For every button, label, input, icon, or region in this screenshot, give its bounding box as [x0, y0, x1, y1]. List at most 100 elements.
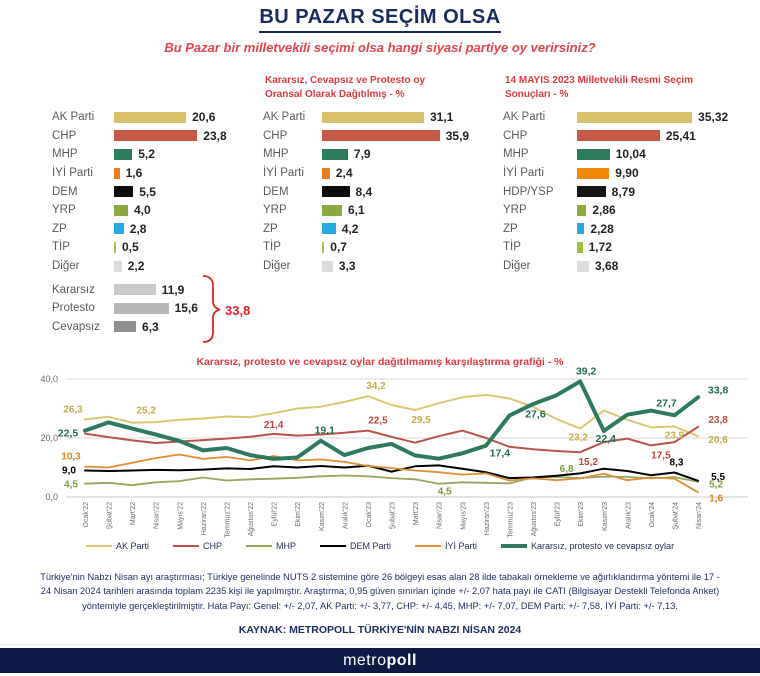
bar-row: Diğer 3,68 — [503, 257, 728, 276]
x-tick-label: Temmuz'23 — [507, 502, 514, 538]
bar — [114, 186, 134, 198]
bar-value: 2,86 — [592, 203, 616, 218]
bar-label: TİP — [263, 241, 281, 254]
bar — [114, 302, 169, 314]
trend-line-mhp — [84, 474, 699, 487]
x-tick-label: Mart'23 — [413, 502, 420, 525]
bar-row: Protesto 15,6 — [52, 299, 227, 318]
undecided-bracket: 33,8 — [202, 275, 250, 343]
bar-value: 1,6 — [125, 166, 143, 181]
bar-row: AK Parti 20,6 — [52, 108, 227, 127]
x-tick-label: Temmuz'22 — [224, 502, 231, 538]
data-point-label: 34,2 — [366, 381, 386, 392]
bar — [114, 260, 122, 272]
legend-label: DEM Parti — [349, 541, 391, 551]
data-point-label: 5,5 — [711, 472, 725, 483]
bar-row: MHP 7,9 — [263, 145, 469, 164]
data-point-label: 15,2 — [578, 457, 598, 468]
data-point-label: 19,1 — [315, 425, 336, 437]
legend-swatch — [319, 545, 346, 547]
bar-label: ZP — [52, 222, 67, 235]
data-point-label: 27,6 — [525, 409, 546, 421]
data-point-label: 23,2 — [568, 433, 588, 444]
logo-poll: poll — [386, 651, 417, 669]
undecided-total: 33,8 — [225, 303, 250, 318]
data-point-label: 23,9 — [665, 430, 685, 441]
x-tick-label: Nisan'23 — [437, 502, 444, 529]
bar-value: 1,72 — [588, 240, 612, 255]
data-point-label: 22,5 — [58, 428, 79, 440]
bar-row: TİP 1,72 — [503, 238, 728, 257]
bar-value: 5,2 — [138, 147, 155, 162]
bar — [114, 223, 124, 235]
methodology-note: Türkiye'nin Nabzı Nisan ayı araştırması;… — [40, 572, 720, 611]
bar — [577, 148, 610, 160]
bar-row: ZP 2,8 — [52, 220, 227, 239]
bar-row: Cevapsız 6,3 — [52, 318, 227, 337]
bar-value: 31,1 — [430, 110, 454, 125]
y-tick-label: 40,0 — [40, 374, 58, 384]
bar-value: 35,32 — [698, 110, 729, 125]
data-point-label: 10,3 — [61, 452, 81, 463]
bar-value: 9,90 — [615, 166, 639, 181]
bar — [577, 204, 587, 216]
distributed-column-header: Kararsız, Cevapsız ve Protesto oy Oransa… — [265, 75, 426, 100]
bar-row: TİP 0,5 — [52, 238, 227, 257]
bar — [114, 167, 120, 179]
bar-value: 5,5 — [139, 184, 156, 199]
bar-label: CHP — [503, 129, 528, 142]
bar-row: Diğer 3,3 — [263, 257, 469, 276]
x-tick-label: Ocak'22 — [83, 502, 90, 528]
bar-label: TİP — [52, 241, 70, 254]
bar-label: TİP — [503, 241, 521, 254]
data-point-label: 26,3 — [63, 404, 83, 415]
bar-label: Cevapsız — [52, 320, 100, 333]
bar-row: MHP 5,2 — [52, 145, 227, 164]
bar-row: CHP 35,9 — [263, 127, 469, 146]
data-point-label: 5,2 — [709, 480, 723, 491]
bar-label: MHP — [52, 148, 78, 161]
footer-divider — [0, 644, 760, 645]
bar — [322, 167, 330, 179]
x-tick-label: Eylül'23 — [555, 502, 562, 526]
bar — [322, 186, 350, 198]
bar-label: MHP — [503, 148, 529, 161]
x-tick-label: Haziran'22 — [201, 502, 208, 535]
data-point-label: 6,8 — [560, 464, 574, 475]
legend-label: AK Parti — [115, 541, 149, 551]
x-tick-label: Ocak'23 — [366, 502, 373, 528]
bar-label: Diğer — [503, 260, 531, 273]
trend-line-chart: 0,0 20,0 40,0 Ocak'22 Şubat'22 Mart'22 Nisan'2… — [40, 365, 748, 538]
bar-value: 8,79 — [611, 184, 635, 199]
bar-label: YRP — [263, 204, 287, 217]
bar-label: CHP — [52, 129, 77, 142]
bar-row: İYİ Parti 2,4 — [263, 164, 469, 183]
bar-row: ZP 2,28 — [503, 220, 728, 239]
data-point-label: 22,5 — [368, 416, 388, 427]
metropoll-logo: metropoll — [343, 652, 417, 670]
bar-row: HDP/YSP 8,79 — [503, 182, 728, 201]
bar-value: 11,9 — [161, 282, 185, 297]
data-point-label: 20,6 — [708, 435, 728, 446]
legend-item: CHP — [172, 541, 222, 551]
data-point-label: 27,7 — [656, 397, 677, 409]
x-tick-label: Mayıs'22 — [177, 502, 184, 530]
bar — [114, 204, 128, 216]
data-point-label: 33,8 — [708, 384, 729, 396]
page-title-text: BU PAZAR SEÇİM OLSA — [259, 6, 501, 33]
data-point-label: 8,3 — [670, 458, 684, 469]
metropoll-logo-bar: metropoll — [0, 648, 760, 673]
bar-label: AK Parti — [263, 111, 306, 124]
trend-line-dem-parti — [84, 464, 700, 482]
x-tick-label: Ağustos'23 — [531, 502, 538, 537]
bar-group-poll-raw: AK Parti 20,6 CHP 23,8 MHP 5,2 İYİ Parti 1,6 DEM… — [52, 108, 250, 343]
bar — [114, 241, 116, 253]
legend-label: CHP — [202, 541, 222, 551]
trend-legend: AK Parti CHP MHP DEM Parti İYİ Parti Kararsız… — [0, 541, 760, 551]
bar-value: 10,04 — [615, 147, 646, 162]
legend-swatch — [245, 545, 272, 547]
legend-label: MHP — [275, 541, 296, 551]
data-point-label: 17,5 — [651, 450, 671, 461]
bar-group-poll-distributed: AK Parti 31,1 CHP 35,9 MHP 7,9 İYİ Parti 2,4 DEM… — [263, 108, 469, 275]
legend-item: İYİ Parti — [414, 541, 477, 551]
